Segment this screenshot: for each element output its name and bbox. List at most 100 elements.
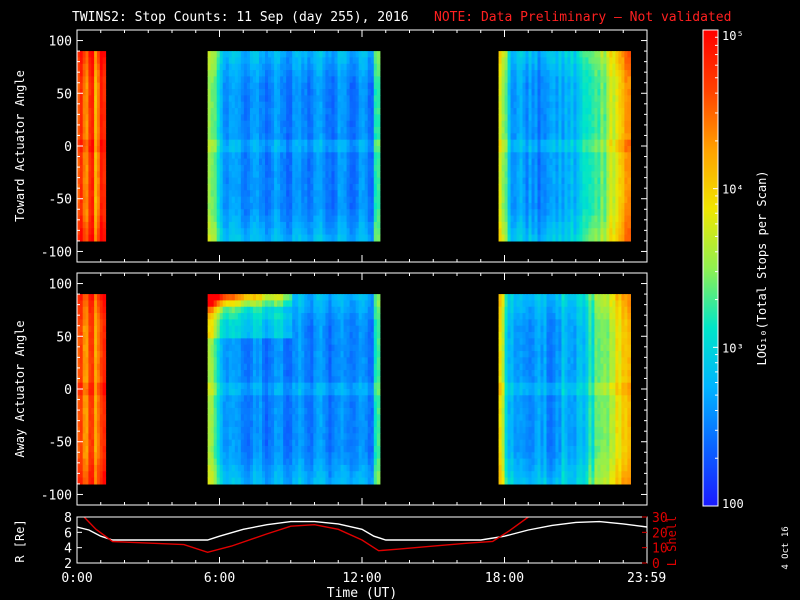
heatmap-cell	[210, 183, 215, 191]
heatmap-cell	[298, 133, 302, 141]
heatmap-cell	[283, 420, 287, 428]
heatmap-cell	[510, 108, 515, 115]
heatmap-cell	[334, 338, 339, 346]
heatmap-cell	[561, 120, 566, 128]
heatmap-cell	[594, 139, 599, 147]
heatmap-cell	[295, 76, 299, 84]
heatmap-cell	[498, 57, 503, 65]
heatmap-cell	[349, 82, 354, 90]
heatmap-cell	[352, 332, 357, 339]
heatmap-cell	[258, 127, 263, 134]
heatmap-cell	[79, 82, 84, 90]
heatmap-cell	[283, 389, 287, 396]
heatmap-cell	[376, 319, 381, 327]
heatmap-cell	[88, 133, 92, 141]
heatmap-cell	[501, 82, 506, 90]
heatmap-cell	[82, 57, 87, 65]
heatmap-cell	[564, 152, 569, 160]
heatmap-cell	[94, 407, 98, 415]
heatmap-cell	[91, 164, 95, 172]
heatmap-cell	[280, 95, 284, 103]
heatmap-cell	[231, 108, 236, 115]
heatmap-cell	[340, 401, 345, 409]
heatmap-cell	[376, 401, 381, 409]
heatmap-cell	[343, 152, 348, 160]
heatmap-cell	[286, 190, 290, 198]
heatmap-cell	[213, 51, 218, 59]
heatmap-cell	[222, 190, 227, 198]
heatmap-cell	[346, 127, 351, 134]
heatmap-cell	[555, 228, 560, 236]
heatmap-cell	[361, 414, 366, 422]
heatmap-cell	[561, 101, 566, 109]
heatmap-cell	[316, 401, 320, 409]
heatmap-cell	[96, 89, 101, 96]
heatmap-cell	[265, 382, 269, 390]
heatmap-cell	[225, 76, 230, 84]
heatmap-cell	[219, 209, 224, 217]
heatmap-cell	[228, 108, 233, 115]
heatmap-cell	[370, 426, 375, 434]
heatmap-cell	[546, 234, 551, 242]
heatmap-cell	[334, 319, 339, 327]
heatmap-cell	[102, 351, 107, 358]
heatmap-cell	[88, 101, 92, 109]
heatmap-cell	[283, 376, 287, 384]
heatmap-cell	[298, 221, 302, 229]
heatmap-cell	[91, 139, 95, 147]
heatmap-cell	[615, 158, 619, 166]
heatmap-cell	[268, 414, 272, 422]
heatmap-cell	[543, 171, 548, 179]
heatmap-cell	[516, 228, 521, 236]
heatmap-cell	[513, 127, 518, 134]
heatmap-cell	[337, 152, 342, 160]
heatmap-cell	[507, 108, 512, 115]
heatmap-cell	[88, 433, 92, 441]
heatmap-away	[77, 294, 631, 485]
heatmap-cell	[361, 70, 366, 77]
heatmap-cell	[274, 133, 278, 141]
heatmap-cell	[222, 313, 227, 320]
heatmap-cell	[591, 127, 596, 134]
heatmap-cell	[79, 234, 84, 242]
heatmap-cell	[213, 146, 218, 153]
heatmap-cell	[274, 146, 278, 153]
heatmap-cell	[271, 114, 275, 122]
heatmap-cell	[246, 196, 251, 204]
heatmap-cell	[85, 300, 89, 308]
heatmap-cell	[231, 426, 236, 434]
heatmap-cell	[258, 120, 263, 128]
heatmap-cell	[219, 221, 224, 229]
heatmap-cell	[295, 127, 299, 134]
heatmap-cell	[298, 89, 302, 96]
heatmap-cell	[295, 108, 299, 115]
heatmap-cell	[334, 63, 339, 71]
heatmap-cell	[225, 363, 230, 371]
heatmap-cell	[310, 420, 314, 428]
heatmap-cell	[298, 215, 302, 223]
heatmap-cell	[79, 202, 84, 210]
heatmap-cell	[519, 70, 524, 77]
heatmap-cell	[286, 89, 290, 96]
heatmap-cell	[246, 114, 251, 122]
heatmap-cell	[603, 82, 608, 90]
heatmap-cell	[210, 395, 215, 403]
heatmap-cell	[588, 215, 593, 223]
heatmap-cell	[249, 183, 254, 191]
heatmap-cell	[274, 407, 278, 415]
heatmap-cell	[370, 414, 375, 422]
heatmap-cell	[277, 196, 281, 204]
heatmap-cell	[262, 139, 266, 147]
heatmap-cell	[367, 63, 372, 71]
heatmap-cell	[286, 407, 290, 415]
heatmap-cell	[564, 82, 569, 90]
heatmap-cell	[588, 164, 593, 172]
heatmap-cell	[621, 209, 625, 217]
heatmap-cell	[79, 414, 84, 422]
heatmap-cell	[373, 114, 378, 122]
heatmap-cell	[319, 158, 324, 166]
heatmap-cell	[286, 202, 290, 210]
heatmap-cell	[82, 158, 87, 166]
heatmap-cell	[240, 382, 245, 390]
